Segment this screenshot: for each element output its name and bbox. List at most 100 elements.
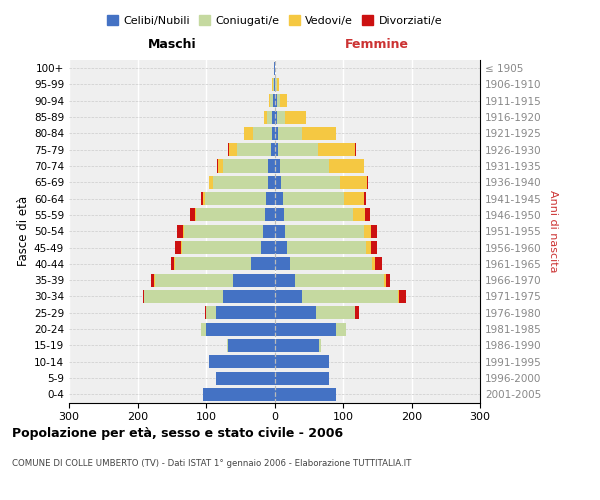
- Bar: [183, 224, 184, 238]
- Bar: [209, 355, 275, 368]
- Bar: [271, 94, 273, 108]
- Bar: [206, 322, 275, 336]
- Bar: [319, 339, 321, 352]
- Bar: [367, 176, 368, 189]
- Bar: [145, 290, 223, 303]
- Bar: [286, 224, 364, 238]
- Bar: [190, 208, 195, 222]
- Text: Femmine: Femmine: [345, 38, 409, 51]
- Bar: [275, 127, 278, 140]
- Y-axis label: Anni di nascita: Anni di nascita: [548, 190, 558, 272]
- Bar: [365, 241, 371, 254]
- Bar: [275, 290, 302, 303]
- Bar: [275, 306, 316, 320]
- Bar: [175, 258, 251, 270]
- Bar: [371, 241, 377, 254]
- Bar: [216, 306, 275, 320]
- Bar: [273, 78, 274, 91]
- Bar: [295, 274, 384, 286]
- Bar: [175, 241, 181, 254]
- Bar: [244, 127, 253, 140]
- Bar: [355, 143, 356, 156]
- Bar: [266, 192, 275, 205]
- Bar: [316, 306, 355, 320]
- Bar: [177, 224, 183, 238]
- Bar: [265, 208, 275, 222]
- Bar: [237, 143, 271, 156]
- Bar: [229, 143, 237, 156]
- Bar: [365, 208, 370, 222]
- Bar: [302, 127, 336, 140]
- Bar: [275, 78, 277, 91]
- Bar: [353, 208, 365, 222]
- Text: Maschi: Maschi: [148, 38, 196, 51]
- Bar: [284, 208, 353, 222]
- Bar: [195, 208, 196, 222]
- Bar: [263, 110, 267, 124]
- Bar: [275, 208, 284, 222]
- Bar: [274, 78, 275, 91]
- Bar: [399, 290, 406, 303]
- Bar: [263, 224, 275, 238]
- Bar: [275, 94, 277, 108]
- Bar: [223, 290, 275, 303]
- Bar: [261, 241, 275, 254]
- Bar: [272, 127, 275, 140]
- Bar: [302, 290, 398, 303]
- Bar: [277, 78, 278, 91]
- Bar: [223, 160, 268, 172]
- Bar: [281, 176, 340, 189]
- Bar: [205, 192, 266, 205]
- Bar: [280, 94, 287, 108]
- Bar: [218, 160, 223, 172]
- Bar: [267, 110, 272, 124]
- Bar: [329, 160, 364, 172]
- Bar: [275, 241, 287, 254]
- Bar: [372, 258, 375, 270]
- Bar: [206, 306, 216, 320]
- Bar: [384, 274, 386, 286]
- Bar: [228, 143, 229, 156]
- Bar: [280, 160, 329, 172]
- Bar: [275, 192, 283, 205]
- Bar: [143, 290, 145, 303]
- Bar: [340, 176, 367, 189]
- Bar: [386, 274, 389, 286]
- Bar: [290, 258, 372, 270]
- Bar: [227, 339, 228, 352]
- Bar: [273, 94, 275, 108]
- Bar: [275, 339, 319, 352]
- Bar: [275, 224, 286, 238]
- Bar: [317, 143, 355, 156]
- Bar: [251, 258, 275, 270]
- Bar: [268, 176, 275, 189]
- Bar: [151, 274, 154, 286]
- Bar: [371, 224, 377, 238]
- Bar: [275, 274, 295, 286]
- Bar: [184, 224, 263, 238]
- Bar: [209, 176, 213, 189]
- Bar: [203, 192, 205, 205]
- Bar: [269, 94, 271, 108]
- Bar: [253, 127, 272, 140]
- Bar: [154, 274, 155, 286]
- Bar: [274, 62, 275, 74]
- Bar: [228, 339, 275, 352]
- Bar: [181, 241, 182, 254]
- Bar: [268, 160, 275, 172]
- Bar: [336, 322, 346, 336]
- Bar: [171, 258, 175, 270]
- Bar: [275, 176, 281, 189]
- Bar: [213, 176, 268, 189]
- Bar: [278, 127, 302, 140]
- Bar: [275, 143, 278, 156]
- Bar: [398, 290, 399, 303]
- Bar: [375, 258, 382, 270]
- Bar: [275, 388, 336, 401]
- Bar: [200, 322, 206, 336]
- Bar: [364, 224, 371, 238]
- Bar: [275, 160, 280, 172]
- Bar: [216, 372, 275, 384]
- Bar: [217, 160, 218, 172]
- Bar: [275, 110, 277, 124]
